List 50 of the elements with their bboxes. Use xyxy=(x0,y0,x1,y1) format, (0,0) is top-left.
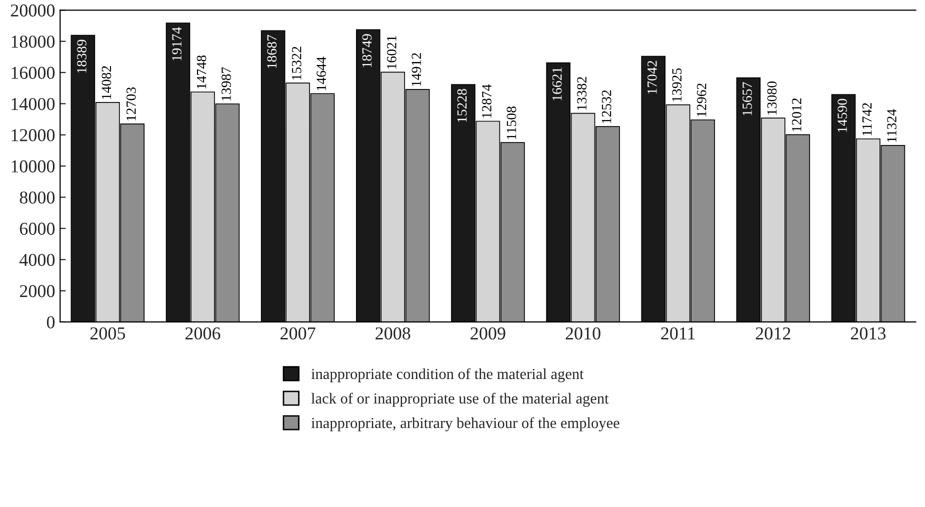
x-tick-label: 2009 xyxy=(470,327,506,340)
x-tick-label: 2005 xyxy=(90,327,126,340)
data-label: 12012 xyxy=(792,98,802,132)
data-label: 15657 xyxy=(742,82,752,116)
data-label: 13987 xyxy=(222,67,231,100)
data-label: 11324 xyxy=(887,109,896,142)
y-tick-label: 0 xyxy=(46,316,55,328)
data-label: 11742 xyxy=(862,103,872,136)
y-tick-label: 6000 xyxy=(20,222,55,235)
data-label: 11508 xyxy=(506,106,516,139)
x-tick-label: 2010 xyxy=(566,327,600,340)
data-label: 12703 xyxy=(126,87,136,120)
legend-label: lack of or inappropriate use of the material agent xyxy=(311,392,609,407)
data-label: 15228 xyxy=(457,88,467,122)
data-label: 16021 xyxy=(386,36,396,69)
y-tick-label: 20000 xyxy=(10,4,55,17)
data-label: 14748 xyxy=(196,55,206,88)
legend-label: inappropriate, arbitrary behaviour of the employee xyxy=(311,417,620,432)
data-label: 12532 xyxy=(602,90,612,124)
y-tick-label: 4000 xyxy=(20,254,55,266)
data-label: 14082 xyxy=(102,66,112,99)
y-tick-label: 2000 xyxy=(20,285,55,298)
x-tick-label: 2012 xyxy=(756,327,790,340)
data-label: 17042 xyxy=(647,60,657,94)
data-label: 12874 xyxy=(482,84,492,118)
x-tick-label: 2008 xyxy=(376,327,410,340)
y-tick-label: 16000 xyxy=(12,66,55,79)
x-tick-label: 2006 xyxy=(185,327,220,340)
y-tick-label: 18000 xyxy=(12,36,55,48)
data-label: 19174 xyxy=(172,27,182,60)
y-tick-label: 12000 xyxy=(12,129,55,142)
x-tick-label: 2007 xyxy=(280,327,316,340)
legend-label: inappropriate condition of the material agent xyxy=(311,368,584,382)
data-label: 14590 xyxy=(838,98,847,132)
data-label: 15322 xyxy=(292,46,302,80)
data-label: 13382 xyxy=(577,77,586,110)
data-label: 14644 xyxy=(316,56,326,90)
data-label: 16621 xyxy=(552,68,562,100)
y-tick-label: 10000 xyxy=(12,160,55,172)
data-label: 12962 xyxy=(696,84,706,116)
data-label: 13925 xyxy=(672,68,682,102)
x-tick-label: 2011 xyxy=(661,327,695,340)
x-tick-label: 2013 xyxy=(850,327,886,340)
data-label: 13080 xyxy=(767,81,777,114)
data-label: 14912 xyxy=(412,53,422,86)
data-label: 18389 xyxy=(77,40,86,73)
y-tick-label: 8000 xyxy=(20,191,55,204)
data-label: 18687 xyxy=(267,34,277,68)
data-label: 18749 xyxy=(362,34,372,68)
y-tick-label: 14000 xyxy=(12,98,55,110)
